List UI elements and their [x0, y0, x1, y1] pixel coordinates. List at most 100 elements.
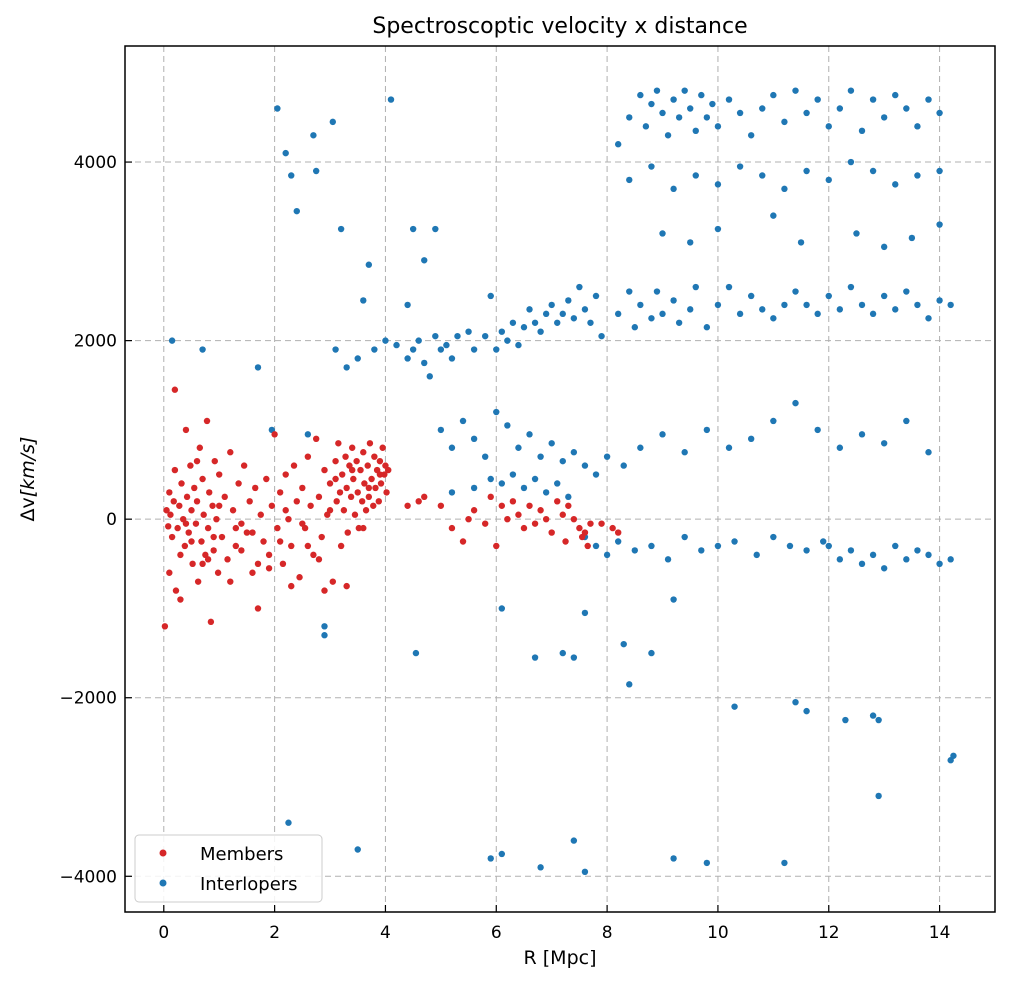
- members-point: [364, 462, 371, 469]
- x-tick-label: 8: [602, 923, 613, 943]
- members-point: [198, 538, 205, 545]
- interlopers-point: [548, 301, 555, 309]
- interlopers-point: [692, 127, 699, 135]
- legend: Members Interlopers: [134, 834, 323, 903]
- members-point: [358, 498, 366, 505]
- interlopers-point: [869, 167, 877, 175]
- members-point: [304, 542, 312, 550]
- interlopers-point: [770, 417, 777, 425]
- members-point: [493, 542, 500, 550]
- interlopers-point: [487, 292, 494, 300]
- interlopers-point: [759, 172, 766, 179]
- interlopers-point: [493, 346, 500, 353]
- interlopers-point: [869, 551, 877, 559]
- interlopers-point: [736, 163, 744, 170]
- members-point: [232, 542, 240, 550]
- interlopers-point: [731, 538, 738, 545]
- interlopers-point: [781, 185, 788, 193]
- interlopers-point: [592, 471, 600, 478]
- interlopers-point: [687, 306, 694, 313]
- interlopers-point: [925, 96, 932, 103]
- members-point: [372, 484, 379, 492]
- members-point: [285, 515, 292, 523]
- interlopers-point: [936, 109, 943, 117]
- members-point: [232, 524, 240, 532]
- interlopers-point: [637, 301, 644, 309]
- members-point: [377, 480, 385, 487]
- members-point: [185, 529, 192, 536]
- interlopers-point: [509, 471, 517, 478]
- interlopers-point: [631, 324, 639, 331]
- members-point: [360, 449, 367, 456]
- members-point: [559, 511, 566, 518]
- members-point: [282, 471, 289, 478]
- members-point: [339, 471, 346, 478]
- interlopers-point: [747, 292, 755, 300]
- interlopers-point: [914, 172, 921, 179]
- interlopers-point: [421, 359, 428, 367]
- members-point: [254, 560, 262, 568]
- interlopers-point: [770, 315, 777, 322]
- grid: [125, 46, 995, 912]
- interlopers-point: [293, 207, 300, 215]
- members-point: [376, 471, 384, 478]
- interlopers-point: [587, 319, 594, 326]
- members-point: [526, 502, 533, 509]
- interlopers-point: [454, 332, 461, 340]
- interlopers-point: [581, 609, 589, 617]
- members-point: [487, 493, 494, 501]
- members-point: [249, 529, 256, 536]
- interlopers-point: [437, 346, 445, 353]
- interlopers-point: [415, 337, 422, 344]
- interlopers-point: [903, 417, 910, 425]
- members-point: [343, 582, 350, 590]
- members-point: [227, 449, 234, 456]
- interlopers-point: [620, 640, 627, 648]
- interlopers-point: [614, 141, 622, 148]
- members-point: [404, 502, 411, 509]
- interlopers-point: [354, 846, 361, 853]
- members-point: [307, 502, 314, 509]
- members-point: [565, 502, 572, 509]
- y-tick-label: 4000: [74, 153, 117, 173]
- interlopers-point: [614, 310, 622, 318]
- members-point: [326, 507, 334, 514]
- interlopers-point: [858, 301, 866, 309]
- members-point: [224, 556, 231, 563]
- members-point: [531, 520, 539, 527]
- members-point: [177, 551, 184, 559]
- interlopers-point: [709, 100, 716, 108]
- members-point: [211, 457, 218, 465]
- x-tick-label: 2: [269, 923, 280, 943]
- members-point: [288, 542, 295, 550]
- interlopers-point: [404, 301, 411, 309]
- members-point: [238, 547, 245, 554]
- data-points: [161, 87, 957, 876]
- members-point: [260, 538, 267, 545]
- interlopers-point: [880, 565, 888, 572]
- y-tick-label: −2000: [59, 689, 117, 709]
- members-point: [368, 475, 375, 483]
- members-point: [548, 529, 555, 536]
- interlopers-point: [869, 310, 877, 318]
- interlopers-point: [371, 346, 378, 353]
- members-point: [240, 462, 248, 469]
- interlopers-point: [792, 399, 799, 407]
- members-point: [333, 498, 340, 505]
- interlopers-point: [321, 632, 328, 639]
- members-point: [206, 489, 213, 496]
- interlopers-point: [481, 453, 489, 460]
- interlopers-point: [310, 132, 317, 139]
- interlopers-point: [387, 96, 395, 103]
- interlopers-point: [664, 556, 672, 563]
- interlopers-point: [542, 489, 550, 496]
- x-tick-label: 12: [818, 923, 840, 943]
- interlopers-point: [925, 315, 932, 322]
- legend-marker: [159, 849, 167, 857]
- interlopers-point: [570, 315, 578, 322]
- interlopers-point: [548, 440, 555, 447]
- interlopers-point: [903, 556, 910, 563]
- interlopers-point: [648, 542, 655, 550]
- interlopers-point: [653, 288, 661, 295]
- interlopers-point: [312, 167, 320, 175]
